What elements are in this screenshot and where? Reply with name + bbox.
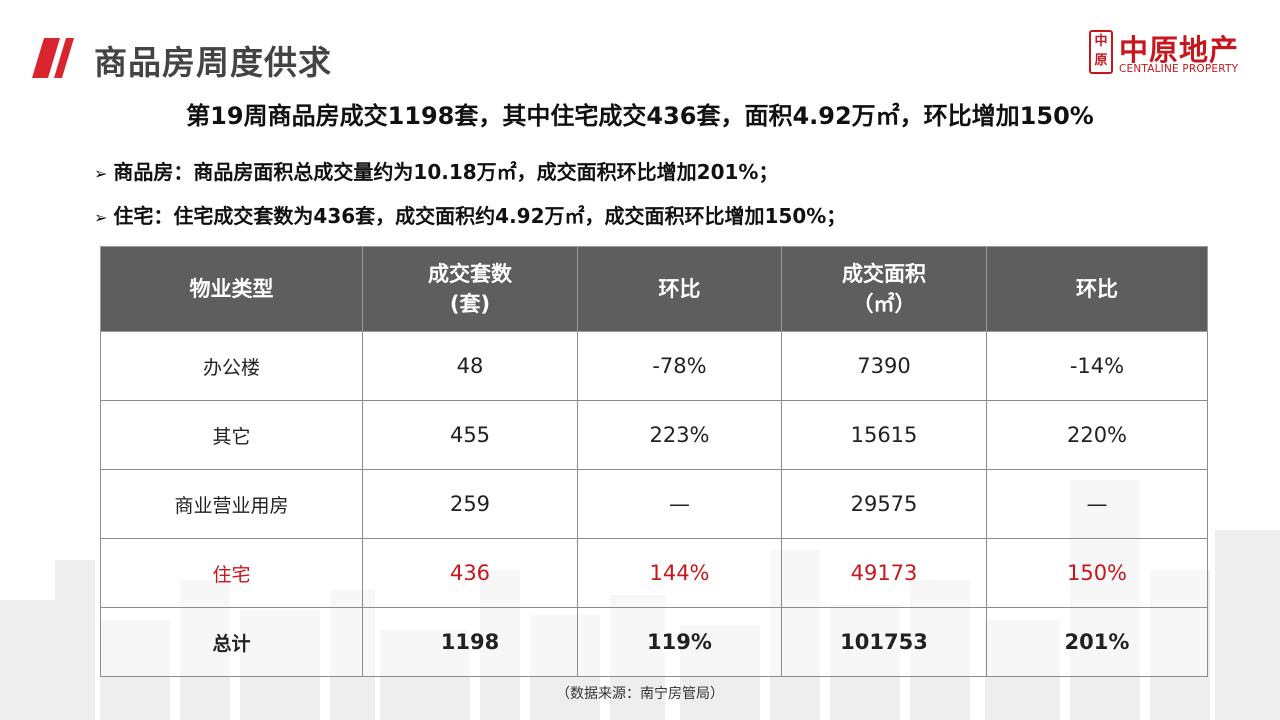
header-area: 成交面积 （㎡） [781,246,987,332]
bullet-commercial: ➢ 商品房：商品房面积总成交量约为10.18万㎡，成交面积环比增加201%； [94,156,778,185]
cell-area: 15615 [781,400,987,470]
cell-units: 455 [362,400,578,470]
header-property-type: 物业类型 [100,246,363,332]
brand-logo: 中 原 中原地产 CENTALINE PROPERTY [1089,30,1254,78]
cell-units-change: 144% [577,538,782,608]
arrow-bullet-icon: ➢ [94,208,108,227]
bullet-text: 住宅：住宅成交套数为436套，成交面积约4.92万㎡，成交面积环比增加150%； [113,204,847,228]
cell-area-change: 150% [986,538,1208,608]
table-header-row: 物业类型 成交套数 (套) 环比 成交面积 （㎡） 环比 [100,246,1208,332]
header-area-label: 成交面积 （㎡） [842,262,926,316]
header-units: 成交套数 (套) [362,246,578,332]
cell-type: 住宅 [100,538,363,608]
data-source-note: （数据来源：南宁房管局） [556,686,724,702]
table-row-residential: 住宅 436 144% 49173 150% [100,538,1208,608]
cell-type: 商业营业用房 [100,469,363,539]
table-row-total: 总计 1198 119% 101753 201% [100,607,1208,677]
cell-type: 办公楼 [100,331,363,401]
cell-area: 101753 [781,607,987,677]
cell-units-change: 119% [577,607,782,677]
cell-area-change: — [986,469,1208,539]
cell-units: 436 [362,538,578,608]
header-units-change: 环比 [577,246,782,332]
headline: 第19周商品房成交1198套，其中住宅成交436套，面积4.92万㎡，环比增加1… [186,102,1094,130]
cell-units: 48 [362,331,578,401]
bullet-text: 商品房：商品房面积总成交量约为10.18万㎡，成交面积环比增加201%； [113,160,779,184]
arrow-bullet-icon: ➢ [94,164,108,183]
cell-area: 7390 [781,331,987,401]
cell-units-change: -78% [577,331,782,401]
cell-area: 29575 [781,469,987,539]
cell-area-change: -14% [986,331,1208,401]
brand-name-cn: 中原地产 [1119,33,1240,67]
brand-name-en: CENTALINE PROPERTY [1119,63,1239,75]
brand-seal: 中 原 [1089,30,1113,74]
cell-area: 49173 [781,538,987,608]
title-accent-slashes [32,38,84,78]
transaction-table: 物业类型 成交套数 (套) 环比 成交面积 （㎡） 环比 办公楼 48 -78% 7… [100,246,1208,677]
cell-type: 其它 [100,400,363,470]
table-row-office: 办公楼 48 -78% 7390 -14% [100,331,1208,401]
cell-units-change: — [577,469,782,539]
header-units-label: 成交套数 (套) [428,262,512,316]
table-row-retail: 商业营业用房 259 — 29575 — [100,469,1208,539]
page-title: 商品房周度供求 [94,43,332,82]
cell-units-change: 223% [577,400,782,470]
table-row-other: 其它 455 223% 15615 220% [100,400,1208,470]
cell-area-change: 220% [986,400,1208,470]
bullet-residential: ➢ 住宅：住宅成交套数为436套，成交面积约4.92万㎡，成交面积环比增加150%… [94,200,846,229]
cell-area-change: 201% [986,607,1208,677]
cell-units: 259 [362,469,578,539]
header-area-change: 环比 [986,246,1208,332]
cell-units: 1198 [362,607,578,677]
cell-type: 总计 [100,607,363,677]
